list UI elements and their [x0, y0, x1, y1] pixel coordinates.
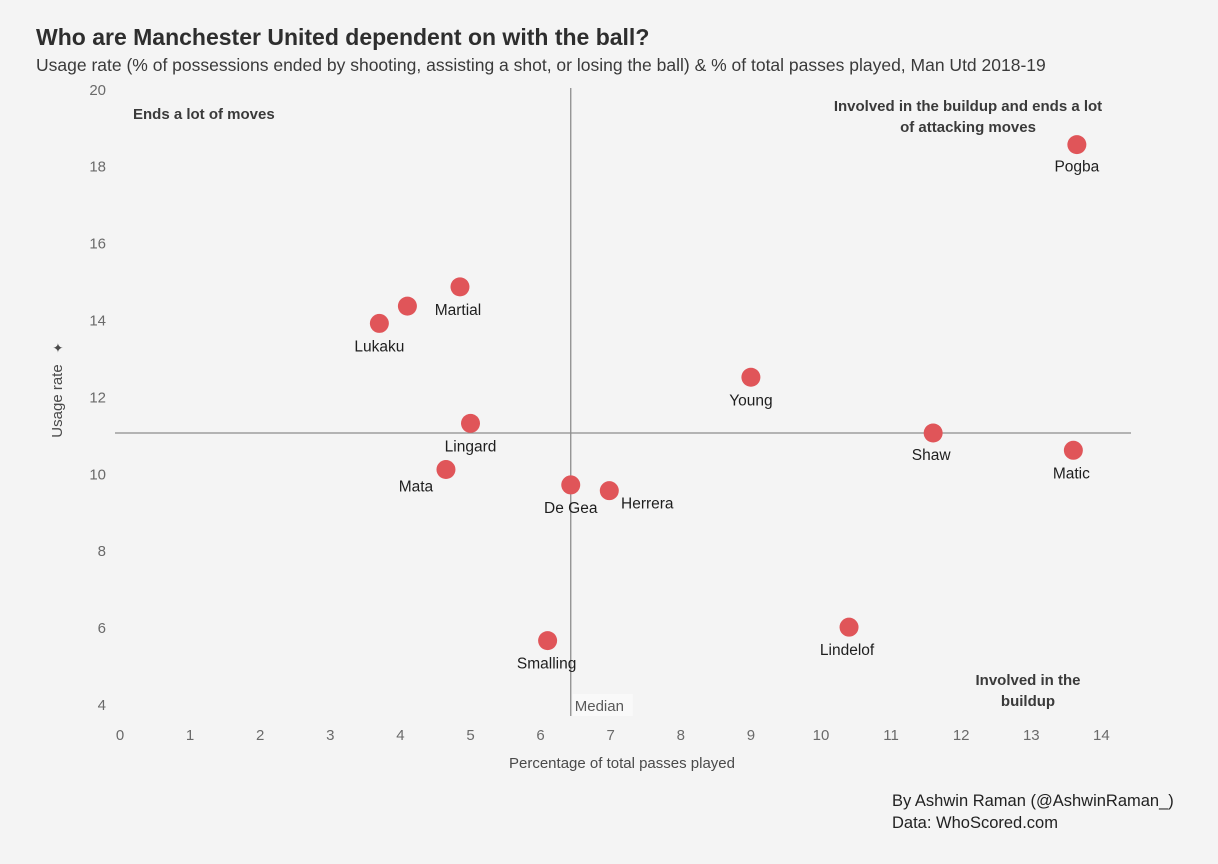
point-label: Lindelof [820, 642, 875, 659]
data-point-lingard [461, 413, 480, 433]
y-tick-label: 20 [89, 82, 106, 99]
data-point-herrera [599, 481, 619, 501]
x-tick-label: 7 [607, 727, 615, 744]
median-lines: Median [115, 88, 1131, 716]
data-point-lukaku [369, 313, 389, 333]
x-tick-label: 4 [396, 727, 404, 744]
y-tick-label: 12 [89, 389, 106, 406]
data-point-martial [450, 277, 470, 297]
point-label: Shaw [912, 447, 952, 464]
x-tick-label: 1 [186, 727, 194, 744]
data-point [397, 296, 417, 316]
y-axis-title: Usage rate [49, 364, 66, 437]
author-credit: By Ashwin Raman (@AshwinRaman_) [892, 792, 1174, 810]
point-label: Pogba [1054, 159, 1099, 176]
point-label: De Gea [544, 500, 598, 517]
x-tick-label: 12 [953, 727, 970, 744]
x-tick-label: 8 [677, 727, 685, 744]
x-tick-label: 9 [747, 727, 755, 744]
point-label: Young [729, 392, 772, 409]
pin-icon: ✦ [53, 340, 64, 355]
point-label: Lingard [445, 438, 497, 455]
data-point-matic [1063, 440, 1083, 460]
chart-title: Who are Manchester United dependent on w… [36, 24, 650, 50]
x-tick-label: 3 [326, 727, 334, 744]
point-label: Martial [435, 302, 482, 319]
x-tick-label: 5 [466, 727, 474, 744]
x-tick-label: 6 [536, 727, 544, 744]
quadrant-label-top-right: of attacking moves [900, 119, 1036, 136]
point-label: Matic [1053, 465, 1090, 482]
median-label: Median [575, 698, 624, 715]
x-tick-label: 0 [116, 727, 124, 744]
point-label: Lukaku [354, 338, 404, 355]
y-axis-title-group: Usage rate ✦ [49, 340, 66, 437]
data-point-pogba [1067, 135, 1087, 155]
data-point-shaw [923, 423, 943, 443]
x-tick-label: 10 [813, 727, 830, 744]
x-axis-ticks: 0 1 2 3 4 5 6 7 8 9 10 11 12 13 14 [116, 727, 1110, 744]
x-tick-label: 13 [1023, 727, 1040, 744]
y-tick-label: 16 [89, 236, 106, 253]
data-point-de-gea [561, 475, 581, 495]
quadrant-annotations: Ends a lot of moves Involved in the build… [133, 98, 1102, 710]
data-point-young [741, 367, 761, 387]
y-tick-label: 14 [89, 312, 106, 329]
data-point-mata [436, 460, 456, 480]
y-tick-label: 8 [98, 543, 106, 560]
point-label: Smalling [517, 656, 576, 673]
data-point-labels: Pogba Martial Lukaku Young Lingard Shaw Matic M… [354, 159, 1099, 673]
quadrant-label-top-right: Involved in the buildup and ends a lot [834, 98, 1102, 115]
data-point-lindelof [839, 617, 859, 637]
quadrant-label-bottom-right: buildup [1001, 693, 1055, 710]
chart-subtitle: Usage rate (% of possessions ended by sh… [36, 55, 1046, 75]
quadrant-label-bottom-right: Involved in the [975, 672, 1080, 689]
quadrant-label-top-left: Ends a lot of moves [133, 106, 275, 123]
x-tick-label: 14 [1093, 727, 1110, 744]
x-tick-label: 2 [256, 727, 264, 744]
y-tick-label: 10 [89, 466, 106, 483]
y-tick-label: 6 [98, 620, 106, 637]
y-axis-ticks: 4 6 8 10 12 14 16 18 20 [89, 82, 106, 714]
x-tick-label: 11 [883, 727, 899, 744]
data-point-smalling [538, 631, 558, 651]
data-points [369, 135, 1087, 651]
data-source: Data: WhoScored.com [892, 814, 1058, 832]
y-tick-label: 4 [98, 697, 106, 714]
median-label-background [572, 694, 633, 716]
x-axis-title: Percentage of total passes played [509, 755, 735, 772]
credits: By Ashwin Raman (@AshwinRaman_) Data: Wh… [892, 790, 1174, 834]
point-label: Herrera [621, 496, 674, 513]
y-tick-label: 18 [89, 159, 106, 176]
point-label: Mata [399, 479, 434, 496]
